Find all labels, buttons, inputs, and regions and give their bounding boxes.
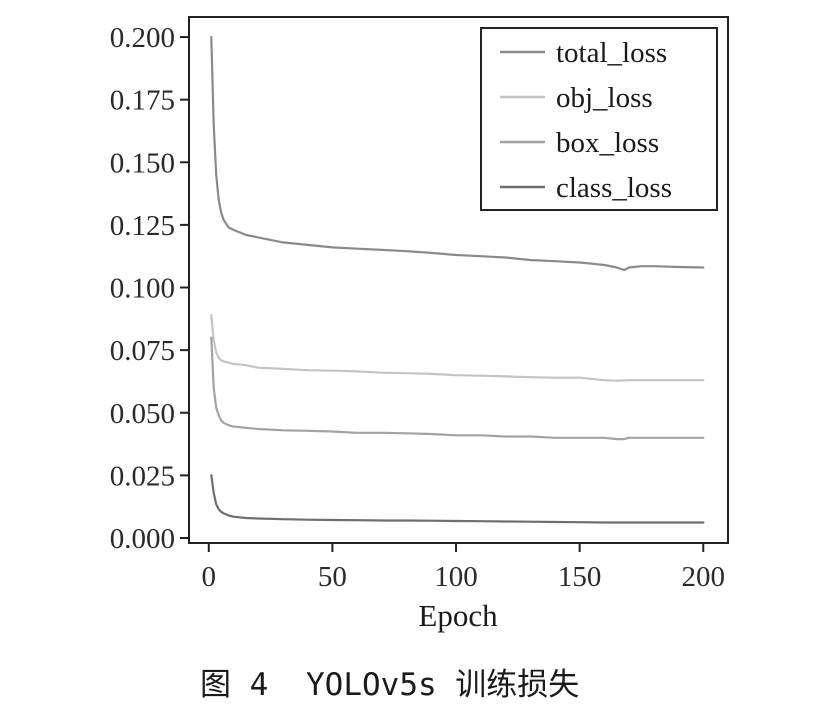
x-tick-label: 200 bbox=[682, 561, 726, 593]
legend: total_loss obj_loss box_loss class_loss bbox=[480, 27, 718, 211]
y-tick-label: 0.125 bbox=[110, 210, 175, 242]
y-tick-label: 0.075 bbox=[110, 335, 175, 367]
series-line-box-loss bbox=[210, 336, 705, 441]
plot-axes bbox=[188, 16, 729, 544]
y-tick-label: 0.100 bbox=[110, 273, 175, 305]
x-axis-ticks: 0 50 100 150 200 bbox=[202, 543, 725, 593]
x-axis-title: Epoch bbox=[418, 598, 498, 633]
legend-label-obj-loss: obj_loss bbox=[556, 82, 653, 114]
x-tick-label: 100 bbox=[434, 561, 478, 593]
series-line-obj-loss bbox=[210, 314, 705, 382]
series-lines bbox=[210, 35, 705, 524]
y-tick-label: 0.000 bbox=[110, 523, 175, 555]
series-line-total-loss bbox=[210, 35, 705, 272]
figure-caption: 图 4 YOLOv5s 训练损失 bbox=[200, 667, 579, 703]
y-tick-label: 0.200 bbox=[110, 22, 175, 54]
x-tick-label: 150 bbox=[558, 561, 602, 593]
caption-prefix: 图 4 bbox=[200, 667, 268, 703]
caption-title: YOLOv5s 训练损失 bbox=[306, 667, 579, 703]
series-line-class-loss bbox=[210, 474, 705, 524]
legend-label-box-loss: box_loss bbox=[556, 127, 659, 159]
y-tick-label: 0.150 bbox=[110, 147, 175, 179]
legend-box bbox=[480, 27, 718, 211]
x-tick-label: 0 bbox=[202, 561, 217, 593]
legend-label-class-loss: class_loss bbox=[556, 172, 672, 204]
legend-label-total-loss: total_loss bbox=[556, 37, 667, 69]
x-tick-label: 50 bbox=[318, 561, 347, 593]
y-axis-ticks: 0.000 0.025 0.050 0.075 0.100 0.125 0.150 0.175… bbox=[110, 22, 189, 555]
y-tick-label: 0.025 bbox=[110, 460, 175, 492]
y-tick-label: 0.175 bbox=[110, 85, 175, 117]
plot-frame bbox=[188, 16, 729, 544]
y-tick-label: 0.050 bbox=[110, 398, 175, 430]
